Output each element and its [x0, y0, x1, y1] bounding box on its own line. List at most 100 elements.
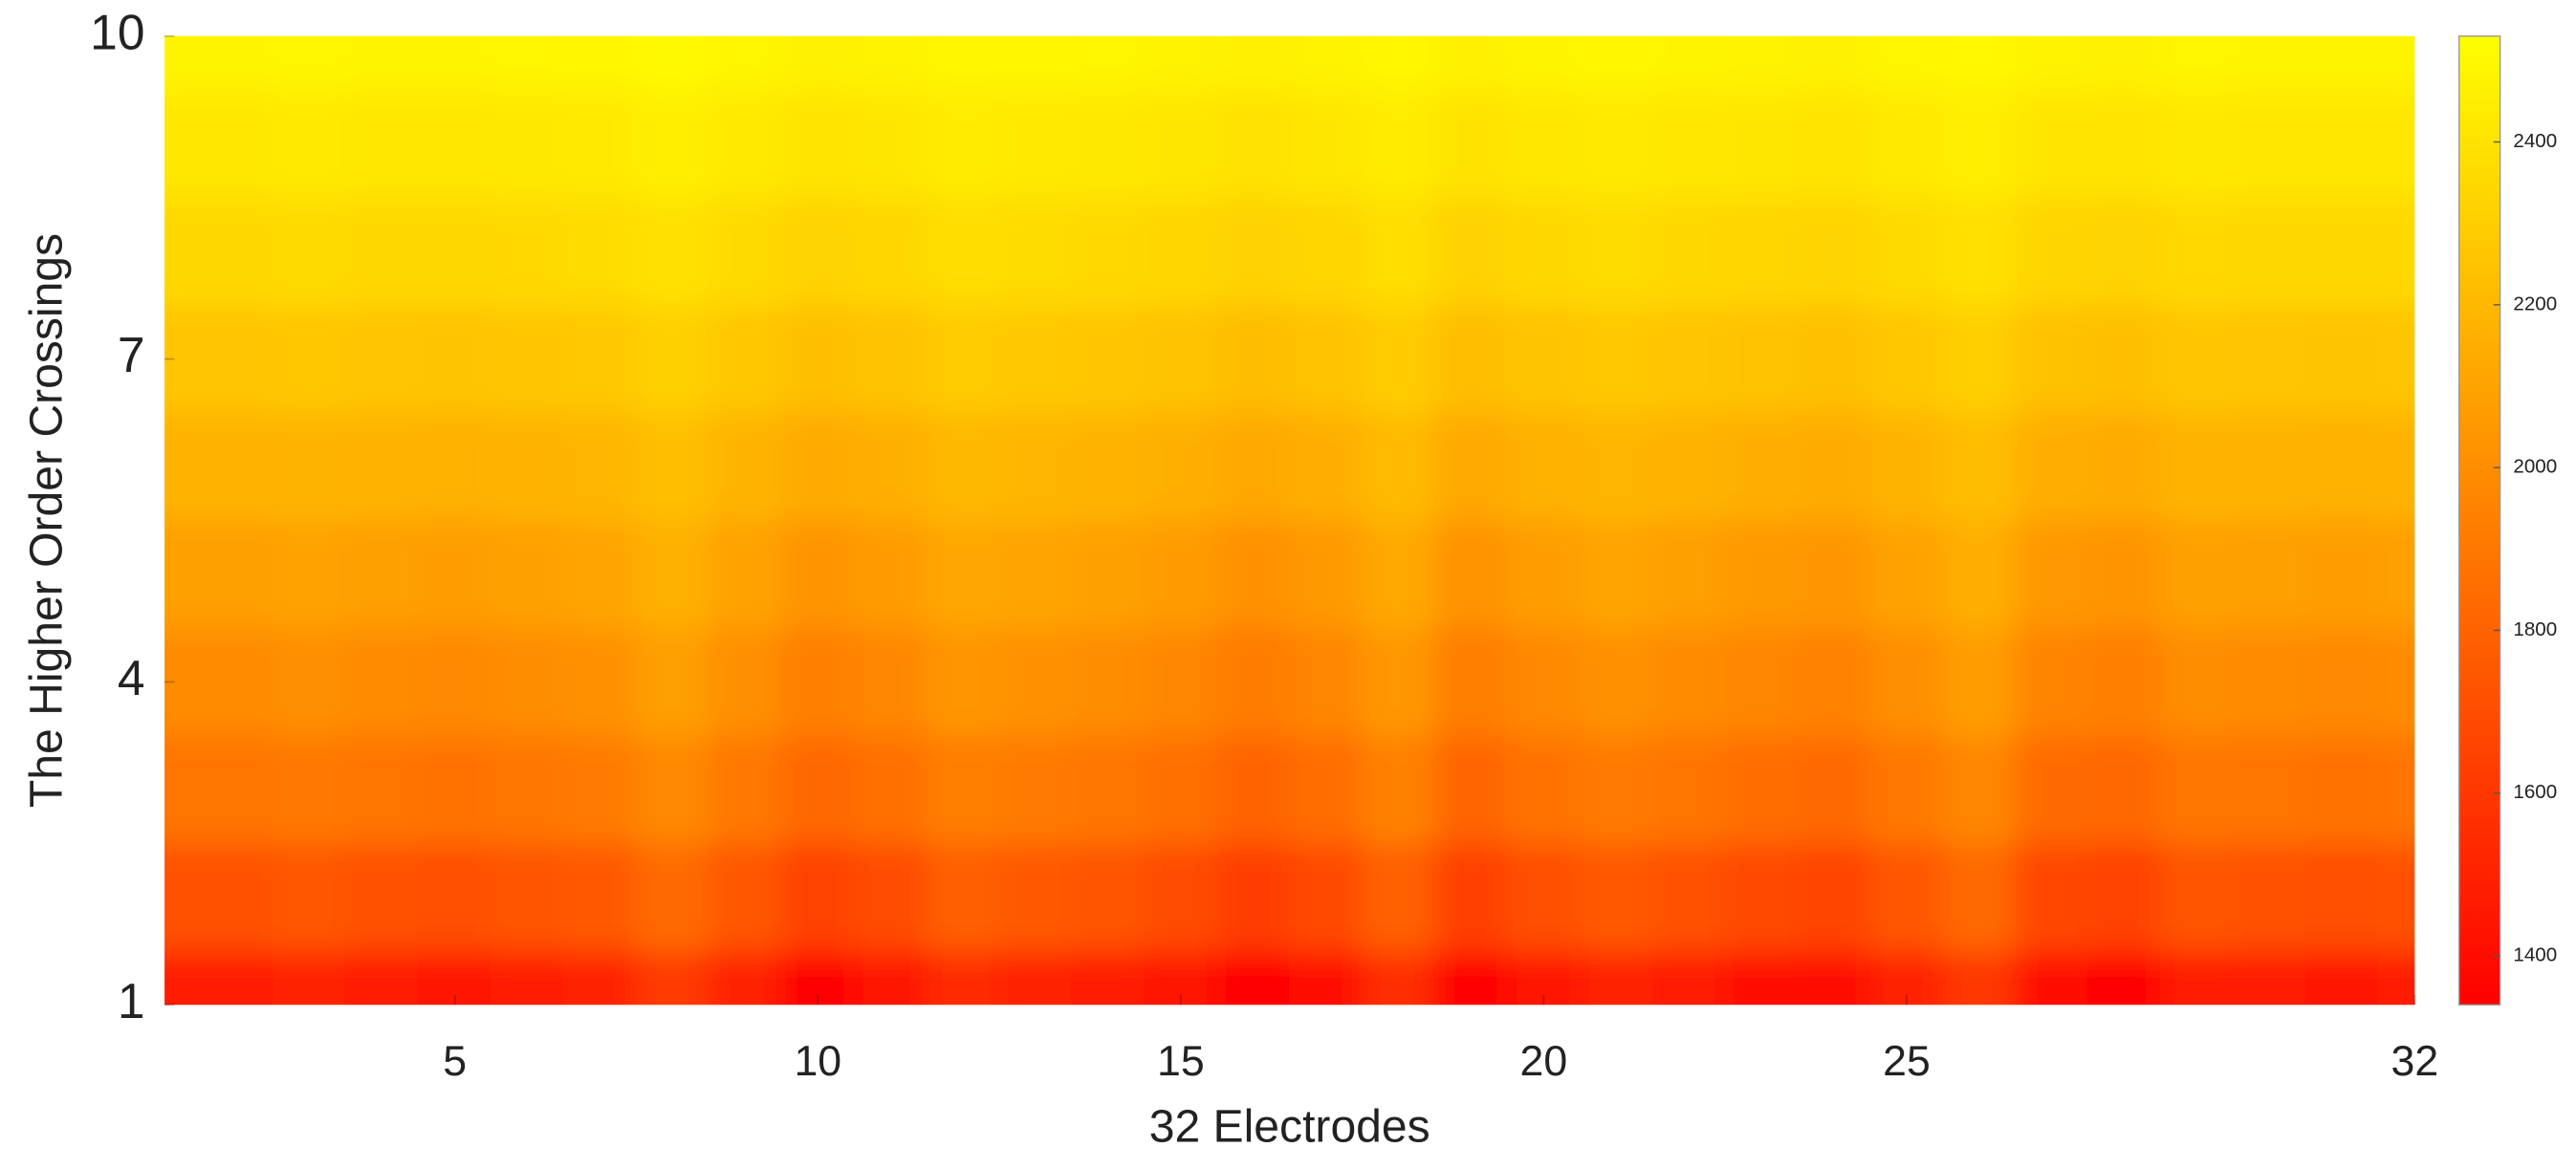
heatmap-cell — [998, 519, 1073, 629]
heatmap-cell — [853, 734, 928, 845]
colorbar-tick-label: 1600 — [2513, 781, 2557, 803]
heatmap-cell — [1288, 89, 1364, 199]
heatmap-cell — [1579, 950, 1654, 1006]
heatmap-cell — [853, 519, 928, 629]
heatmap-cell — [1942, 304, 2017, 414]
heatmap-cell — [273, 734, 347, 845]
heatmap-cell — [1651, 627, 1727, 737]
heatmap-cell — [2014, 412, 2089, 522]
heatmap-cell — [635, 89, 710, 199]
heatmap-cell — [2377, 304, 2415, 414]
heatmap-cell — [926, 412, 1000, 522]
heatmap-cell — [1361, 35, 1436, 91]
heatmap-cell — [780, 950, 856, 1006]
heatmap-cell — [2304, 89, 2380, 199]
heatmap-cell — [780, 196, 856, 307]
heatmap-cell — [2014, 627, 2089, 737]
heatmap-cell — [926, 35, 1000, 91]
heatmap-cell — [345, 35, 420, 91]
heatmap-cell — [1651, 89, 1727, 199]
heatmap-cell — [635, 196, 710, 307]
heatmap-cell — [1433, 304, 1509, 414]
heatmap-cell — [1288, 304, 1364, 414]
heatmap-cell — [708, 412, 783, 522]
heatmap-cell — [2086, 519, 2162, 629]
heatmap-cell — [635, 519, 710, 629]
heatmap-cell — [273, 519, 347, 629]
heatmap-cell — [780, 412, 856, 522]
heatmap-cell — [1071, 35, 1146, 91]
heatmap-cell — [2086, 627, 2162, 737]
heatmap-cell — [2159, 304, 2235, 414]
heatmap-cell — [2304, 950, 2380, 1006]
heatmap-cell — [708, 950, 783, 1006]
heatmap-cell — [164, 196, 202, 307]
heatmap-cell — [1869, 35, 1944, 91]
heatmap-cell — [926, 950, 1000, 1006]
heatmap-cell — [200, 89, 274, 199]
heatmap-cell — [1506, 734, 1582, 845]
plot-area — [164, 35, 2415, 1006]
heatmap-cell — [200, 842, 274, 952]
heatmap-cell — [200, 196, 274, 307]
heatmap-cell — [562, 734, 638, 845]
heatmap-cell — [273, 196, 347, 307]
heatmap-cell — [926, 842, 1000, 952]
heatmap-cell — [708, 35, 783, 91]
heatmap-cell — [1433, 627, 1509, 737]
heatmap-cell — [1651, 842, 1727, 952]
heatmap-cell — [2304, 627, 2380, 737]
heatmap-cell — [562, 519, 638, 629]
heatmap-cell — [1797, 412, 1871, 522]
heatmap-cell — [2232, 412, 2307, 522]
heatmap-cell — [926, 89, 1000, 199]
heatmap-cell — [998, 627, 1073, 737]
heatmap-cell — [273, 627, 347, 737]
heatmap-cell — [1724, 304, 1799, 414]
heatmap-cell — [1797, 89, 1871, 199]
heatmap-cell — [164, 627, 202, 737]
heatmap-cell — [998, 89, 1073, 199]
heatmap-cell — [2014, 842, 2089, 952]
heatmap-cell — [1579, 196, 1654, 307]
heatmap-cell — [1869, 734, 1944, 845]
heatmap-cell — [1071, 627, 1146, 737]
heatmap-cell — [164, 89, 202, 199]
heatmap-cell — [164, 950, 202, 1006]
heatmap-cell — [2232, 196, 2307, 307]
heatmap-cell — [1361, 412, 1436, 522]
heatmap-cell — [1869, 304, 1944, 414]
heatmap-cell — [490, 35, 565, 91]
y-tick-label: 10 — [90, 4, 144, 59]
heatmap-cell — [998, 842, 1073, 952]
heatmap-cell — [926, 304, 1000, 414]
colorbar-tick-label: 1400 — [2513, 944, 2557, 966]
heatmap-cell — [417, 519, 492, 629]
heatmap-cell — [562, 196, 638, 307]
heatmap-cell — [1506, 842, 1582, 952]
heatmap-cell — [1942, 89, 2017, 199]
heatmap-cell — [417, 412, 492, 522]
heatmap-cell — [2377, 519, 2415, 629]
heatmap-cell — [1144, 734, 1218, 845]
heatmap-cell — [2086, 35, 2162, 91]
heatmap-cell — [853, 196, 928, 307]
heatmap-cell — [1433, 35, 1509, 91]
heatmap-cell — [2304, 842, 2380, 952]
heatmap-cell — [1506, 196, 1582, 307]
heatmap-cell — [1942, 950, 2017, 1006]
heatmap-cell — [1144, 412, 1218, 522]
heatmap-cell — [2232, 842, 2307, 952]
heatmap-cell — [2377, 734, 2415, 845]
heatmap-cell — [1869, 950, 1944, 1006]
heatmap-cell — [2159, 196, 2235, 307]
heatmap-cell — [708, 734, 783, 845]
heatmap-cell — [998, 304, 1073, 414]
heatmap-cell — [1361, 304, 1436, 414]
heatmap-cell — [2304, 196, 2380, 307]
heatmap-cell — [1506, 627, 1582, 737]
heatmap-cell — [562, 412, 638, 522]
heatmap-cell — [1942, 35, 2017, 91]
heatmap-cell — [635, 627, 710, 737]
